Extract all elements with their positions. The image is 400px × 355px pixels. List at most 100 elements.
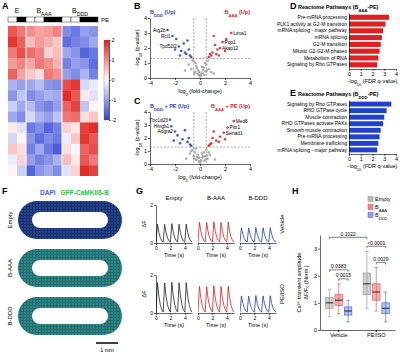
title: Reactome Pathways (BDDD-PE) <box>298 91 379 100</box>
cell <box>8 155 17 166</box>
point <box>215 139 218 142</box>
text-part: B-DDD <box>7 306 13 326</box>
axis-line <box>150 19 151 79</box>
cell <box>44 155 53 166</box>
panel-letter: C <box>134 96 141 106</box>
y-axis: 01234 <box>144 15 151 81</box>
text-part: DDD <box>154 107 163 112</box>
point <box>177 45 180 48</box>
box <box>373 284 381 300</box>
cell <box>89 90 98 101</box>
cell <box>53 26 62 37</box>
cell <box>17 69 26 80</box>
tick-label: 2 <box>170 315 173 321</box>
gene-label: Atg2b <box>153 28 166 33</box>
cell <box>26 80 35 91</box>
tick: 4 <box>226 313 229 321</box>
text-part: (Up) <box>163 9 176 15</box>
cell <box>8 133 17 144</box>
text-part: Rcl1 <box>161 34 171 39</box>
cell <box>71 90 80 101</box>
plot-area <box>240 227 276 242</box>
text-part: C <box>134 96 141 106</box>
tick: 4 <box>395 154 398 162</box>
bar <box>349 15 389 20</box>
tick: 2 <box>224 78 227 86</box>
category-axis: VehiclePE/ISO <box>321 330 396 338</box>
bar <box>349 42 381 47</box>
point <box>184 129 187 132</box>
point <box>184 51 187 54</box>
tick-label: 2 <box>144 135 147 141</box>
pe-indicator <box>89 17 98 22</box>
tick-label: Membrane trafficking <box>300 140 347 146</box>
point <box>190 56 193 59</box>
text-part: Empty <box>165 195 182 201</box>
cell <box>53 80 62 91</box>
tick-label: 4 <box>395 71 398 77</box>
tick-mark <box>318 303 320 304</box>
tick: Mitotic G2-G2-M phases <box>293 48 349 54</box>
tick-label: 0 <box>239 315 242 321</box>
axis-title: Time (s) <box>206 322 226 328</box>
cell <box>35 47 44 58</box>
tick: 0 <box>199 164 202 172</box>
tick-label: -4 <box>148 80 153 86</box>
tick-label: 4 <box>268 245 271 251</box>
cell <box>53 101 62 112</box>
tick-mark <box>148 33 150 34</box>
tick-label: 2 <box>371 156 374 162</box>
cell <box>35 101 44 112</box>
point <box>214 44 217 47</box>
point <box>191 59 194 62</box>
tick: mRNA splicing - major pathway <box>278 147 349 153</box>
tick: 1 <box>109 57 115 63</box>
point <box>176 134 179 137</box>
cell <box>35 26 44 37</box>
tick: Pre-mRNA processing <box>298 133 349 139</box>
tick: Metabolism of RNA <box>304 55 349 61</box>
point <box>211 137 214 140</box>
cell <box>80 122 89 133</box>
cell <box>53 144 62 155</box>
point <box>180 50 183 53</box>
tick-label: 0 <box>197 315 200 321</box>
p-value: <0.0001 <box>367 240 385 246</box>
x-axis: 024 <box>155 243 192 251</box>
category-axis: Pre-mRNA processingPLK1 activity at G2-M… <box>277 14 350 70</box>
trace <box>240 227 276 242</box>
point <box>190 150 193 153</box>
tick: mRNA splicing <box>314 34 349 40</box>
axis-line <box>350 69 397 70</box>
point <box>187 48 190 51</box>
point <box>212 130 215 133</box>
tick: RHO GTPases activate PAKs <box>282 120 349 126</box>
cell <box>89 144 98 155</box>
tick-mark <box>109 40 111 41</box>
tick-label: Metabolism of RNA <box>304 55 348 61</box>
gene-label: Akap12 <box>222 46 239 51</box>
tick: -4 <box>148 78 153 86</box>
tick: 1 <box>314 300 320 306</box>
cell <box>44 58 53 69</box>
plot-area <box>156 224 192 242</box>
tick: 2 <box>371 69 374 77</box>
cell <box>35 133 44 144</box>
text-part: DDD <box>154 13 163 18</box>
cell <box>53 69 62 80</box>
axis-line <box>199 313 235 314</box>
cell <box>89 155 98 166</box>
row-label: Vehicle <box>279 214 285 234</box>
point <box>201 65 204 68</box>
axis-line <box>349 14 350 70</box>
axis-line <box>151 78 251 79</box>
separator <box>26 17 27 176</box>
tick-label: 0 <box>155 315 158 321</box>
tick-label: 2 <box>224 80 227 86</box>
x-axis: 024 <box>155 313 192 321</box>
point <box>211 51 214 54</box>
point <box>209 53 212 56</box>
axis-title: Time (s) <box>248 322 268 328</box>
gene-label: Rcl1 <box>161 34 171 39</box>
tick-mark <box>109 80 111 81</box>
